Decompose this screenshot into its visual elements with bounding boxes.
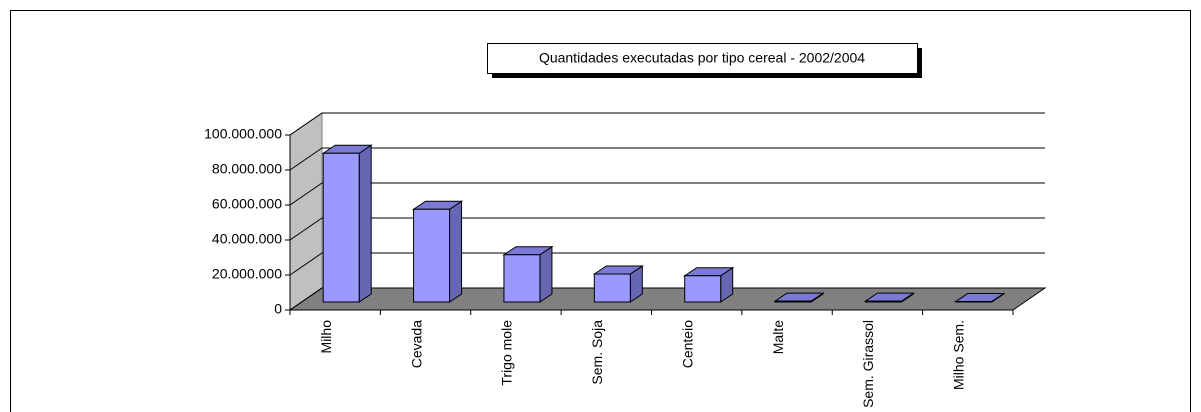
x-tick-label: Malte: [770, 320, 786, 354]
side-wall: [289, 112, 323, 311]
x-tick-label: Trigo mole: [499, 320, 515, 386]
y-tick-label: 0: [274, 301, 282, 317]
bar-side: [539, 245, 553, 303]
y-tick-label: 100.000.000: [204, 126, 282, 142]
x-tick-label: Sem. Soja: [589, 320, 605, 385]
bar: [955, 300, 993, 303]
bar: [864, 300, 902, 303]
bar: [413, 208, 451, 303]
grid-line: [289, 112, 323, 136]
title-box: [487, 43, 918, 74]
x-tick-label: Sem. Girassol: [860, 320, 876, 408]
x-tick-label: Milho: [318, 320, 334, 354]
grid-line: [289, 147, 323, 171]
y-tick-label: 40.000.000: [212, 231, 282, 247]
bar: [774, 300, 812, 303]
grid-line: [289, 252, 323, 276]
bar: [593, 273, 631, 303]
grid-line: [289, 287, 323, 311]
bar-side: [358, 144, 372, 303]
x-tick-label: Cevada: [408, 320, 424, 368]
bar: [503, 254, 541, 303]
bar: [684, 275, 722, 303]
x-tick-label: Centeio: [679, 320, 695, 368]
bar: [322, 152, 360, 303]
x-tick-label: Milho Sem.: [951, 320, 967, 390]
chart-title: Quantidades executadas por tipo cereal -…: [539, 50, 865, 66]
bar-side: [449, 200, 463, 303]
y-tick-label: 20.000.000: [212, 266, 282, 282]
y-tick-label: 60.000.000: [212, 196, 282, 212]
floor: [288, 287, 1047, 311]
y-tick-label: 80.000.000: [212, 161, 282, 177]
grid-line: [289, 182, 323, 206]
grid-line: [289, 217, 323, 241]
